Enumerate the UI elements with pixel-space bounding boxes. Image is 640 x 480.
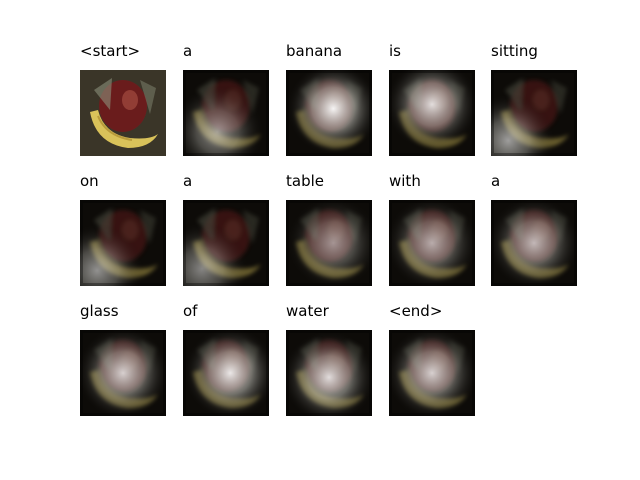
caption-word: with bbox=[389, 172, 421, 190]
attention-heatmap-svg bbox=[286, 70, 372, 156]
attention-map bbox=[491, 70, 577, 156]
caption-word: <end> bbox=[389, 302, 443, 320]
caption-word: a bbox=[183, 172, 193, 190]
caption-word: glass bbox=[80, 302, 119, 320]
original-image bbox=[80, 70, 166, 156]
attention-heatmap-svg bbox=[183, 70, 269, 156]
attention-heatmap-svg bbox=[183, 200, 269, 286]
attention-map bbox=[183, 330, 269, 416]
attention-map bbox=[389, 330, 475, 416]
attention-heatmap-svg bbox=[80, 70, 166, 156]
attention-heatmap-svg bbox=[389, 70, 475, 156]
attention-map bbox=[389, 200, 475, 286]
caption-word: table bbox=[286, 172, 324, 190]
attention-heatmap-svg bbox=[491, 70, 577, 156]
caption-word: water bbox=[286, 302, 329, 320]
attention-heatmap-svg bbox=[80, 330, 166, 416]
attention-map bbox=[491, 200, 577, 286]
attention-heatmap-svg bbox=[286, 330, 372, 416]
caption-word: a bbox=[491, 172, 501, 190]
attention-map bbox=[389, 70, 475, 156]
attention-heatmap-svg bbox=[491, 200, 577, 286]
attention-heatmap-svg bbox=[183, 330, 269, 416]
attention-map bbox=[286, 330, 372, 416]
attention-map bbox=[286, 70, 372, 156]
attention-map bbox=[286, 200, 372, 286]
attention-map bbox=[80, 330, 166, 416]
caption-word: of bbox=[183, 302, 198, 320]
attention-heatmap-svg bbox=[389, 330, 475, 416]
caption-word: banana bbox=[286, 42, 343, 60]
caption-word: a bbox=[183, 42, 193, 60]
caption-word: <start> bbox=[80, 42, 141, 60]
attention-heatmap-svg bbox=[286, 200, 372, 286]
attention-map bbox=[183, 70, 269, 156]
caption-word: is bbox=[389, 42, 401, 60]
caption-word: on bbox=[80, 172, 99, 190]
attention-heatmap-svg bbox=[389, 200, 475, 286]
attention-heatmap-svg bbox=[80, 200, 166, 286]
attention-map bbox=[80, 200, 166, 286]
caption-word: sitting bbox=[491, 42, 538, 60]
attention-map bbox=[183, 200, 269, 286]
